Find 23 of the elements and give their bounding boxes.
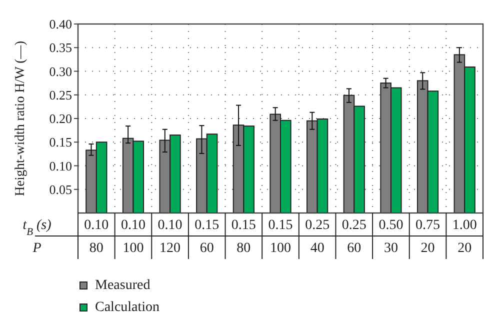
y-tick-label: 0.15: [49, 134, 72, 150]
x-tick-label: 0.15 60: [194, 218, 220, 256]
x-tick-label: 0.10 120: [158, 218, 182, 256]
x-tick-label: 1.00 20: [452, 218, 477, 256]
y-tick-label: 0.35: [49, 40, 72, 56]
x-tick-label: 0.15 100: [268, 218, 293, 256]
x-tick-label: 0.25 60: [342, 218, 366, 256]
legend-label: Calculation: [95, 300, 160, 315]
x-tick-label: 0.50 30: [378, 218, 404, 256]
y-tick-label: 0.25: [49, 87, 72, 102]
x-tick-label: 0.10 100: [120, 218, 146, 256]
y-tick-label: 0.05: [49, 182, 72, 197]
x-tick-label: 0.75 20: [416, 218, 440, 256]
y-tick-label: 0.30: [49, 64, 72, 79]
x-tick-label: 0.15 80: [231, 218, 256, 256]
x-tick-label: 0.25 40: [305, 218, 330, 256]
legend-label: Measured: [95, 278, 150, 293]
x-axis-title: t$_{B}$ (s) P: [22, 218, 52, 256]
y-tick-label: 0.40: [49, 16, 72, 32]
y-tick-label: 0.10: [49, 158, 72, 174]
x-tick-label: 0.10 80: [84, 218, 109, 256]
y-axis-title: Height-width ratio H/W (—): [12, 40, 27, 196]
y-tick-label: 0.20: [49, 111, 72, 126]
